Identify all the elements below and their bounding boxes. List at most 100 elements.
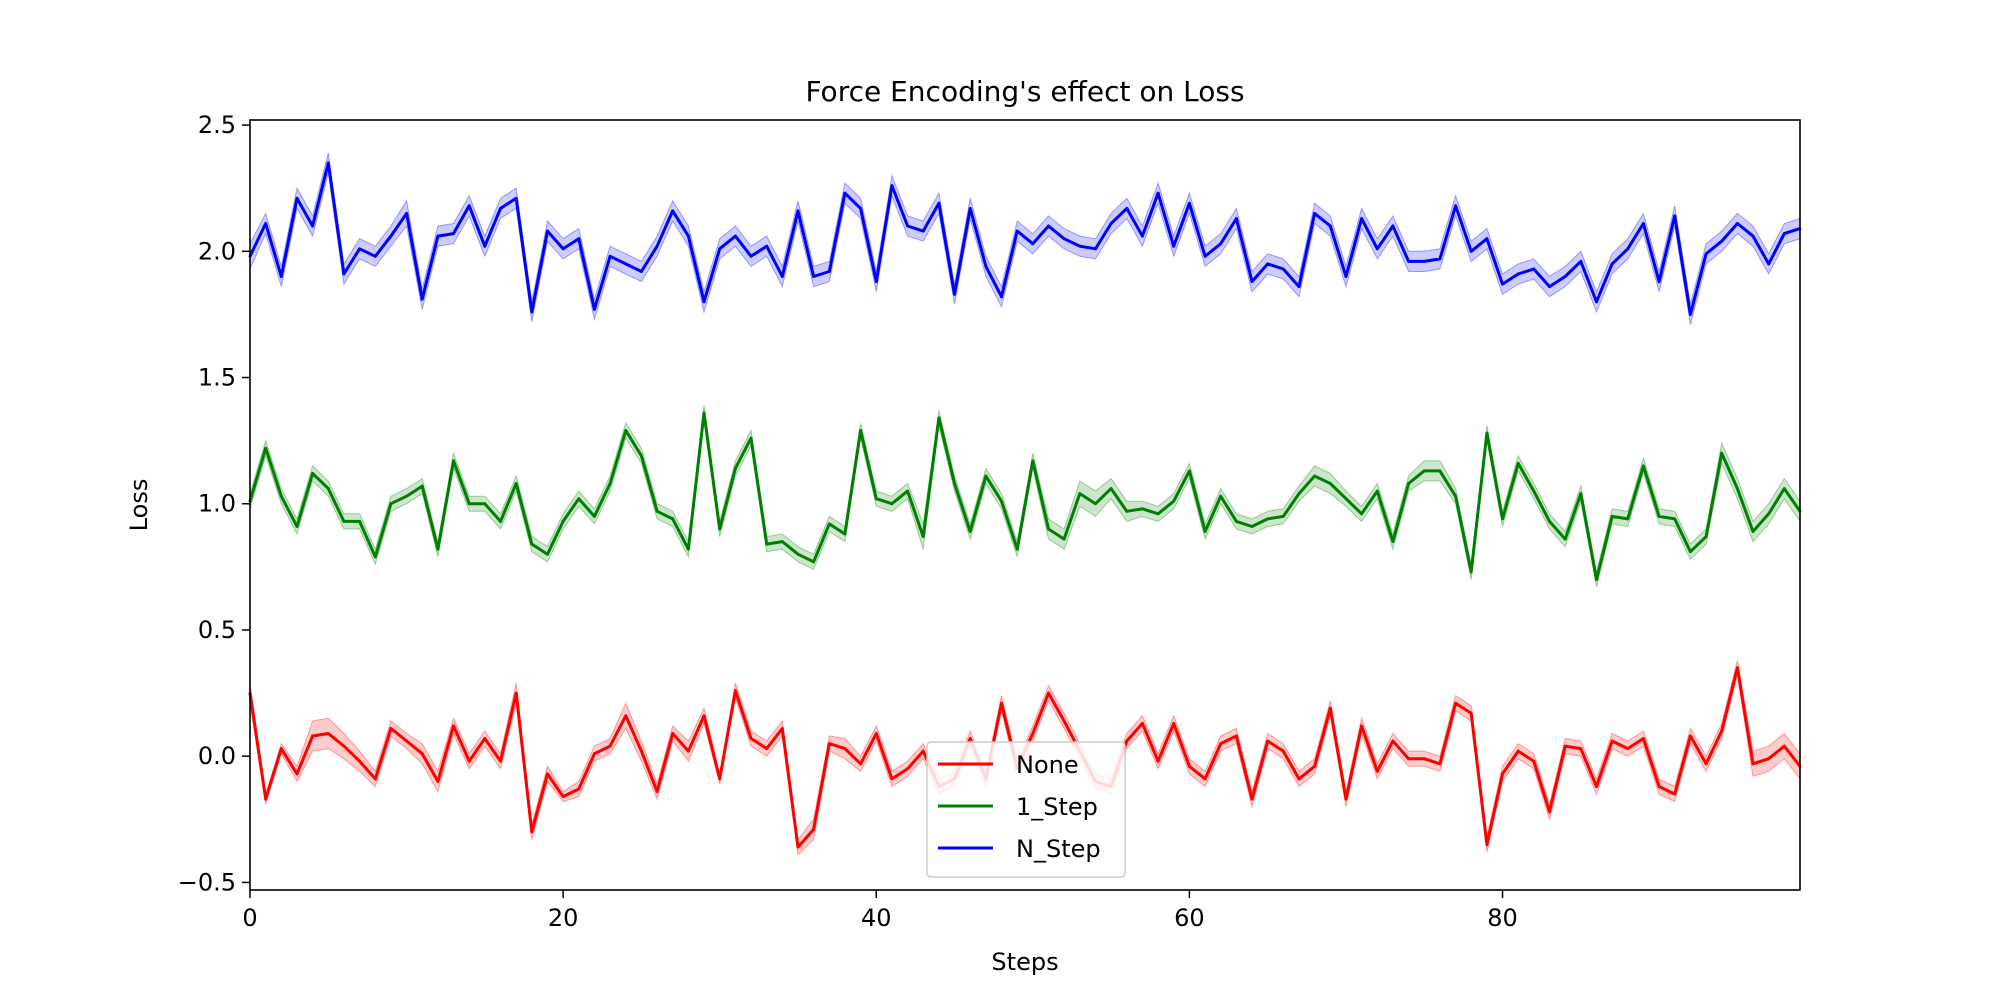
data-point-none — [1156, 759, 1160, 763]
data-point-none — [890, 777, 894, 781]
data-point-1-step — [499, 520, 502, 523]
data-point-n-step — [1657, 280, 1661, 283]
data-point-n-step — [452, 232, 455, 236]
data-point-none — [1313, 764, 1316, 768]
data-point-none — [1141, 722, 1144, 725]
data-point-n-step — [718, 247, 722, 251]
data-point-none — [546, 772, 549, 776]
data-point-none — [1047, 691, 1050, 695]
data-point-1-step — [1548, 520, 1551, 523]
data-point-1-step — [734, 467, 737, 470]
data-point-n-step — [702, 300, 706, 304]
data-point-n-step — [1000, 295, 1003, 299]
data-point-none — [593, 752, 596, 756]
data-point-none — [264, 797, 268, 801]
data-point-1-step — [1109, 487, 1113, 490]
data-point-1-step — [1203, 530, 1207, 533]
data-point-n-step — [953, 292, 956, 296]
data-point-none — [342, 744, 346, 748]
data-point-none — [1532, 759, 1536, 763]
data-point-1-step — [1047, 527, 1050, 531]
data-point-n-step — [561, 247, 565, 251]
legend-label-1-step: 1_Step — [1016, 793, 1098, 821]
y-tick-label: 1.5 — [198, 364, 236, 392]
data-point-1-step — [1062, 537, 1066, 541]
data-point-1-step — [405, 494, 408, 498]
data-point-1-step — [827, 522, 831, 526]
data-point-1-step — [937, 416, 941, 420]
data-point-none — [1250, 797, 1254, 801]
data-point-n-step — [640, 270, 643, 273]
data-point-1-step — [1610, 515, 1614, 518]
data-point-n-step — [1485, 237, 1489, 241]
data-point-none — [1031, 732, 1035, 735]
data-point-none — [1704, 762, 1708, 766]
data-point-none — [1657, 785, 1661, 788]
data-point-n-step — [968, 207, 972, 210]
data-point-n-step — [311, 224, 314, 228]
data-point-n-step — [1516, 272, 1520, 276]
data-point-1-step — [1156, 512, 1160, 516]
data-point-none — [1626, 747, 1630, 750]
x-tick-label: 40 — [861, 904, 892, 932]
data-point-1-step — [812, 560, 815, 564]
data-point-1-step — [671, 517, 675, 521]
data-point-none — [687, 749, 690, 753]
data-point-1-step — [702, 411, 706, 415]
data-point-none — [1062, 719, 1066, 723]
data-point-1-step — [843, 532, 847, 536]
data-point-none — [608, 744, 612, 748]
data-point-none — [499, 759, 502, 763]
y-axis-ticks: −0.5 0.0 0.5 1.0 1.5 2.0 2.5 — [178, 111, 250, 896]
data-point-none — [624, 714, 628, 718]
data-point-1-step — [311, 472, 314, 475]
data-point-none — [1579, 747, 1583, 750]
data-point-none — [734, 689, 737, 692]
data-point-n-step — [1047, 224, 1050, 228]
data-point-none — [373, 777, 377, 781]
data-point-n-step — [467, 204, 471, 208]
data-point-n-step — [1548, 285, 1551, 288]
data-point-n-step — [624, 262, 628, 266]
data-point-1-step — [1673, 517, 1677, 521]
data-point-1-step — [1469, 570, 1473, 574]
data-point-none — [1501, 772, 1504, 776]
data-point-1-step — [1031, 459, 1035, 463]
y-tick-label: 2.5 — [198, 111, 236, 139]
data-point-none — [1375, 769, 1379, 773]
x-axis-ticks: 0 20 40 60 80 — [242, 890, 1518, 932]
data-point-1-step — [420, 484, 424, 488]
data-point-n-step — [1078, 244, 1082, 248]
data-point-n-step — [655, 244, 659, 248]
plot-frame — [249, 119, 1801, 891]
data-point-n-step — [1642, 222, 1645, 225]
data-point-1-step — [1328, 482, 1332, 485]
data-point-none — [1344, 797, 1348, 801]
data-point-n-step — [687, 234, 690, 238]
data-point-n-step — [436, 234, 440, 238]
data-point-1-step — [1704, 535, 1708, 538]
data-point-none — [1407, 757, 1410, 761]
data-point-1-step — [953, 482, 956, 485]
x-tick-label: 60 — [1174, 904, 1205, 932]
data-point-1-step — [530, 542, 534, 546]
data-point-n-step — [1344, 275, 1348, 278]
y-tick-label: 2.0 — [198, 237, 236, 265]
data-point-1-step — [577, 497, 581, 501]
data-point-n-step — [373, 254, 377, 258]
data-point-n-step — [1626, 247, 1630, 251]
data-point-n-step — [1610, 262, 1614, 266]
data-point-none — [467, 759, 471, 763]
data-point-none — [1595, 785, 1598, 788]
data-point-1-step — [608, 482, 612, 485]
data-point-n-step — [1062, 237, 1066, 241]
data-point-n-step — [780, 275, 784, 278]
data-point-1-step — [546, 552, 549, 556]
data-point-n-step — [1203, 254, 1207, 258]
data-point-n-step — [295, 196, 299, 200]
data-point-n-step — [608, 254, 612, 258]
series-line-n-step — [248, 161, 1801, 316]
data-point-1-step — [342, 520, 346, 523]
data-point-1-step — [1532, 489, 1536, 493]
data-point-none — [295, 772, 299, 776]
